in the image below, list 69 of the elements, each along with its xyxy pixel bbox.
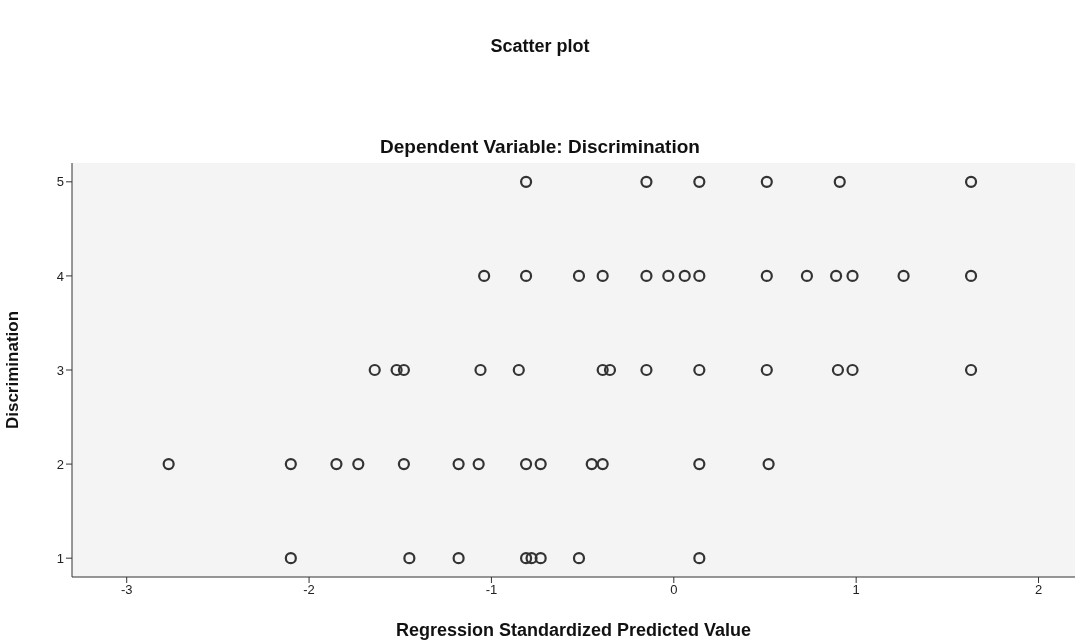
x-tick-label: -2	[303, 582, 315, 598]
x-tick-label: -3	[120, 582, 133, 598]
point	[472, 457, 485, 471]
point	[352, 457, 365, 471]
point	[800, 269, 814, 283]
point	[284, 457, 297, 471]
point	[452, 552, 465, 565]
x-axis-title: Regression Standardized Predicted Value	[395, 620, 752, 640]
point	[525, 552, 538, 565]
y-tick-label: 3	[56, 362, 64, 378]
point	[397, 363, 410, 377]
point	[478, 269, 491, 283]
point	[585, 457, 598, 471]
point	[403, 552, 416, 565]
point	[519, 175, 533, 188]
point	[831, 363, 845, 377]
point	[760, 175, 773, 188]
point	[762, 457, 775, 471]
y-tick-label: 2	[56, 456, 64, 472]
point	[603, 363, 617, 377]
x-tick-label: 2	[1034, 582, 1043, 598]
point	[640, 175, 653, 188]
y-tick-label: 4	[56, 268, 64, 284]
point	[390, 363, 403, 377]
point	[534, 457, 547, 471]
point	[330, 457, 343, 471]
point	[693, 363, 706, 377]
point	[760, 269, 773, 283]
point	[693, 269, 706, 283]
point	[596, 457, 609, 471]
point	[760, 363, 773, 377]
point	[833, 175, 846, 188]
point	[640, 363, 653, 377]
point	[397, 457, 410, 471]
point	[897, 269, 910, 283]
point	[534, 552, 547, 565]
point	[512, 363, 525, 377]
point	[519, 269, 533, 283]
point	[519, 457, 533, 471]
point	[368, 363, 381, 377]
x-tick-label: 1	[852, 582, 860, 598]
point	[964, 175, 978, 188]
chart-title: Scatter plot	[489, 36, 591, 57]
point	[519, 552, 533, 565]
point	[452, 457, 465, 471]
point	[846, 363, 859, 377]
x-tick-label: 0	[670, 582, 678, 598]
x-tick-label: -1	[485, 582, 498, 598]
point	[596, 269, 609, 283]
point	[162, 457, 175, 471]
point	[830, 269, 843, 283]
point	[964, 269, 978, 283]
y-tick-label: 5	[56, 174, 64, 190]
point	[474, 363, 487, 377]
point	[572, 552, 586, 565]
chart-subtitle: Dependent Variable: Discrimination	[379, 136, 701, 158]
y-tick-label: 1	[56, 550, 64, 566]
point	[640, 269, 653, 283]
point	[693, 457, 706, 471]
point	[596, 363, 609, 377]
point	[662, 269, 675, 283]
point	[572, 269, 586, 283]
point	[284, 552, 297, 565]
point	[964, 363, 978, 377]
point	[693, 175, 706, 188]
y-axis-title: Discrimination	[3, 310, 23, 430]
point	[693, 552, 706, 565]
point	[678, 269, 691, 283]
point	[846, 269, 859, 283]
